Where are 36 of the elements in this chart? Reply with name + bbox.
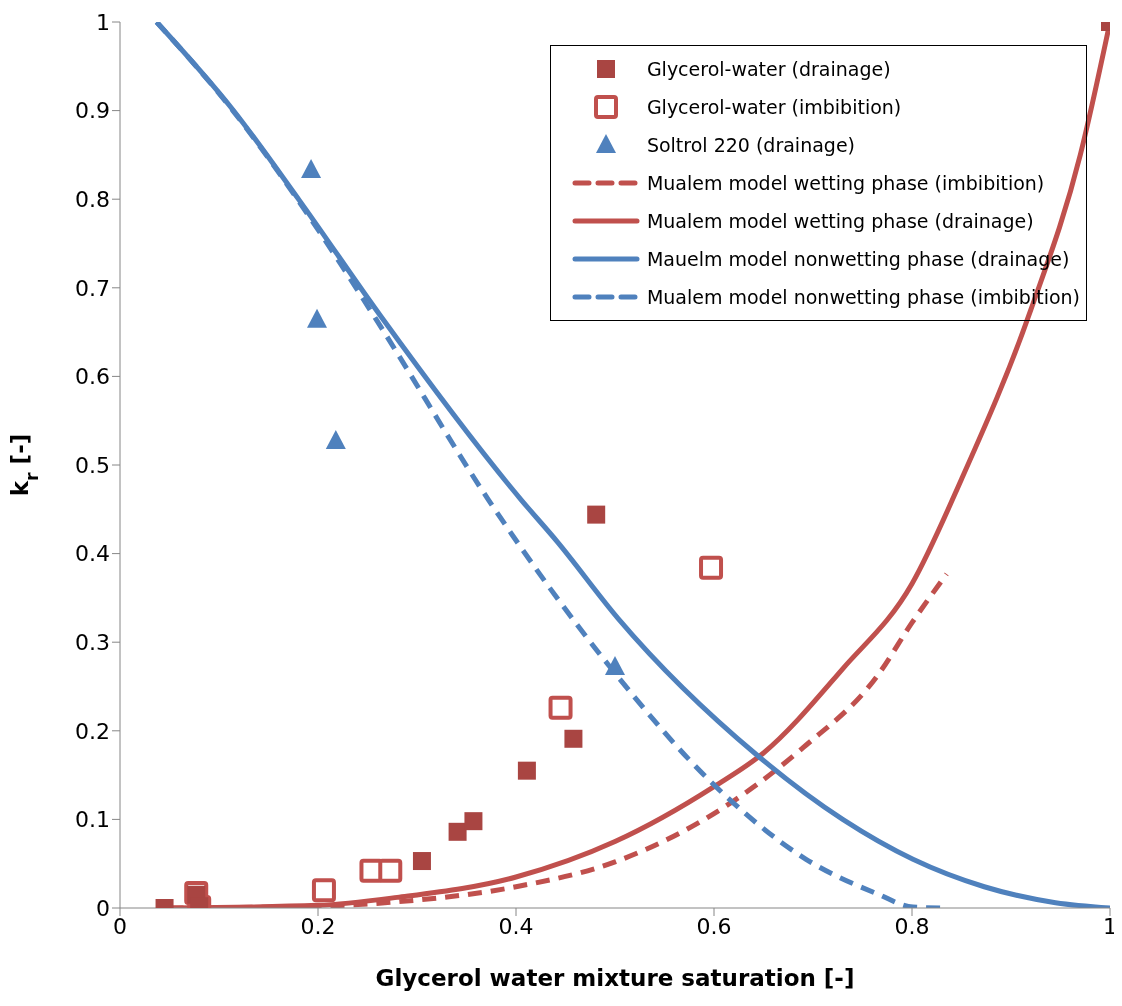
y-tick-label: 0.4	[75, 541, 110, 567]
x-tick-label: 0	[113, 913, 127, 939]
point	[464, 812, 483, 831]
y-tick-label: 0.3	[75, 630, 110, 656]
y-tick-label: 0.9	[75, 98, 110, 124]
point	[448, 822, 467, 841]
point	[564, 729, 583, 748]
y-tick-label: 1	[96, 9, 110, 35]
x-tick-label: 0.8	[894, 913, 930, 939]
y-tick-label: 0.8	[75, 187, 110, 213]
point	[699, 555, 724, 580]
legend-label: Glycerol-water (imbibition)	[646, 96, 902, 118]
point	[301, 158, 322, 178]
point	[412, 852, 431, 871]
x-tick-label: 0.2	[300, 913, 336, 939]
point	[587, 505, 606, 524]
point	[378, 858, 403, 883]
point	[605, 656, 625, 676]
legend-label: Glycerol-water (drainage)	[646, 58, 891, 80]
legend-label: Mualem model wetting phase (drainage)	[646, 210, 1034, 232]
y-tick-label: 0	[96, 895, 110, 921]
x-axis-title: Glycerol water mixture saturation [-]	[375, 965, 855, 991]
x-tick-label: 0.6	[696, 913, 732, 939]
y-tick-label: 0.7	[75, 275, 110, 301]
point	[548, 695, 573, 720]
point	[307, 308, 328, 328]
y-tick-label: 0.6	[75, 364, 110, 390]
legend-label: Mualem model wetting phase (imbibition)	[646, 172, 1045, 194]
y-tick-label: 0.5	[75, 452, 110, 478]
point	[311, 878, 336, 903]
y-tick-label: 0.1	[75, 807, 110, 833]
point	[325, 430, 346, 450]
legend-label: Soltrol 220 (drainage)	[646, 134, 855, 156]
x-tick-label: 0.4	[498, 913, 534, 939]
y-tick-label: 0.2	[75, 718, 110, 744]
point	[517, 761, 536, 780]
